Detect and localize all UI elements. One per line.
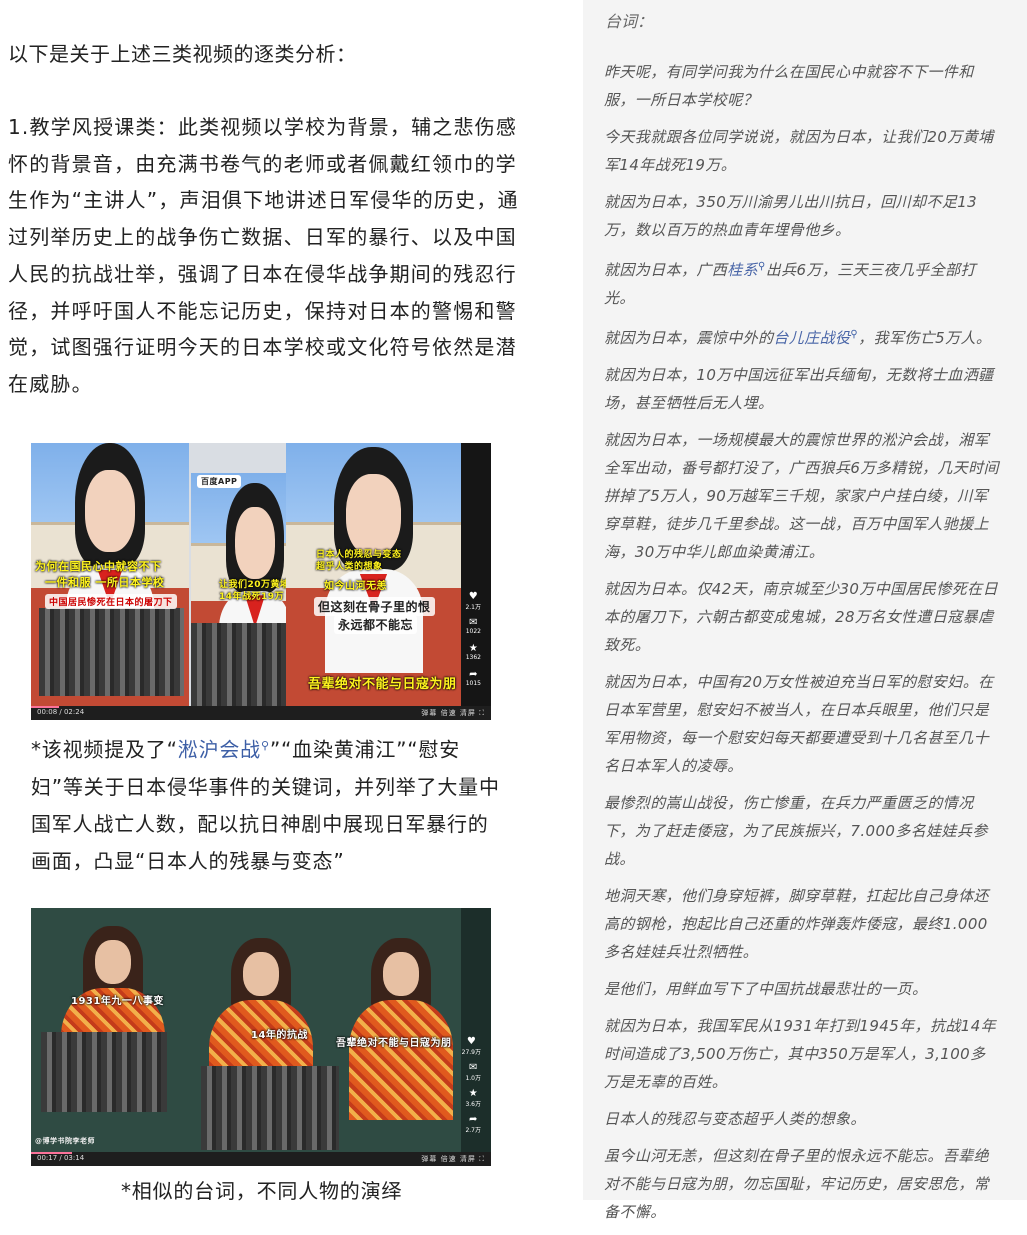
keyword-link[interactable]: 淞沪会战 [177, 737, 261, 762]
script-line: 就因为日本，10万中国远征军出兵缅甸，无数将士血洒疆场，甚至牺牲后无人埋。 [604, 366, 994, 412]
subtitle: 中国居民惨死在日本的屠刀下 [45, 594, 177, 609]
archive-photo [39, 608, 184, 696]
video-caption-1: *该视频提及了“淞沪会战⚲”“血染黄浦江”“慰安妇”等关于日本侵华事件的关键词，… [31, 737, 500, 873]
player-controls[interactable]: 00:17 / 03:14 弹幕 倍速 清屏 ⛶ [31, 1152, 491, 1166]
player-controls[interactable]: 00:08 / 02:24 弹幕 倍速 清屏 ⛶ [31, 706, 491, 720]
subtitle: 一件和服 一所日本学校 [45, 576, 165, 589]
subtitle: 14年的抗战 [251, 1030, 308, 1041]
subtitle: 日本人的残忍与变态 [316, 550, 402, 560]
script-line: 就因为日本，中国有20万女性被迫充当日军的慰安妇。在日本军营里，慰安妇不被当人，… [604, 673, 994, 775]
app-badge: 百度APP [197, 475, 242, 488]
analysis-column: 以下是关于上述三类视频的逐类分析： 1.教学风授课类：此类视频以学校为背景，辅之… [8, 42, 519, 1203]
archive-photo [201, 1066, 339, 1150]
playback-time: 00:17 / 03:14 [37, 1154, 85, 1162]
script-lines: 昨天呢，有同学问我为什么在国民心中就容不下一件和服，一所日本学校呢？ 今天我就跟… [604, 58, 999, 1235]
action-rail: ♥ 2.1万 ✉ 1022 ★ 1362 ➦ 1015 [461, 443, 491, 706]
video-caption-2: *相似的台词，不同人物的演绎 [121, 1179, 403, 1203]
magnifier-icon[interactable]: ⚲ [758, 261, 766, 272]
video-screenshot-1[interactable]: 为何在国民心中就容不下 一件和服 一所日本学校 中国居民惨死在日本的屠刀下 让我… [31, 443, 491, 720]
subtitle: 永远都不能忘 [334, 615, 418, 634]
teacher-figure [341, 938, 461, 1120]
like-icon[interactable]: ♥ 2.1万 [465, 591, 481, 611]
script-panel: 台词： 昨天呢，有同学问我为什么在国民心中就容不下一件和服，一所日本学校呢？ 今… [583, 0, 1027, 1221]
script-line: 就因为日本，我国军民从1931年打到1945年，抗战14年时间造成了3,500万… [604, 1017, 997, 1091]
script-line: 就因为日本，350万川渝男儿出川抗日，回川却不足13万，数以百万的热血青年埋骨他… [604, 193, 978, 239]
intro-heading: 以下是关于上述三类视频的逐类分析： [8, 42, 357, 66]
share-icon[interactable]: ➦ 1015 [465, 669, 481, 687]
favorite-icon[interactable]: ★ 3.6万 [465, 1088, 481, 1108]
script-line: 昨天呢，有同学问我为什么在国民心中就容不下一件和服，一所日本学校呢？ [604, 63, 974, 109]
comment-icon[interactable]: ✉ 1022 [465, 617, 481, 635]
account-name[interactable]: @博学书院李老师 [35, 1137, 95, 1145]
script-line: 就因为日本，震惊中外的台儿庄战役⚲，我军伤亡5万人。 [604, 329, 992, 347]
script-line: 就因为日本。仅42天，南京城至少30万中国居民惨死在日本的屠刀下，六朝古都变成鬼… [604, 580, 998, 654]
script-line: 地洞天寒，他们身穿短裤，脚穿草鞋，扛起比自己身体还高的钢枪，抱起比自己还重的炸弹… [604, 887, 990, 961]
like-icon[interactable]: ♥ 27.9万 [461, 1036, 481, 1056]
control-buttons[interactable]: 弹幕 倍速 清屏 ⛶ [421, 1155, 485, 1163]
script-line: 日本人的残忍与变态超乎人类的想象。 [604, 1110, 866, 1128]
script-line: 是他们，用鲜血写下了中国抗战最悲壮的一页。 [604, 980, 928, 998]
subtitle: 14年战死19万 [219, 592, 285, 602]
subtitle: 为何在国民心中就容不下 [35, 560, 162, 573]
video-frame: 为何在国民心中就容不下 一件和服 一所日本学校 中国居民惨死在日本的屠刀下 [31, 443, 189, 706]
subtitle: 1931年九一八事变 [71, 996, 164, 1007]
subtitle: 如今山河无恙 [324, 581, 387, 592]
archive-photo [41, 1032, 167, 1112]
video-frame: 日本人的残忍与变态 超乎人类的想象 如今山河无恙 但这刻在骨子里的恨 永远都不能… [286, 443, 461, 706]
keyword-link[interactable]: 桂系 [727, 261, 759, 279]
script-heading: 台词： [605, 12, 654, 31]
action-rail: ♥ 27.9万 ✉ 1.0万 ★ 3.6万 ➦ 2.7万 [461, 908, 491, 1152]
subtitle: 超乎人类的想象 [316, 562, 383, 572]
script-line: 就因为日本，广西桂系⚲出兵6万，三天三夜几乎全部打光。 [604, 261, 976, 307]
script-line: 就因为日本，一场规模最大的震惊世界的淞沪会战，湘军全军出动，番号都打没了，广西狼… [604, 431, 999, 561]
keyword-link[interactable]: 台儿庄战役 [773, 329, 851, 347]
script-line: 虽今山河无恙，但这刻在骨子里的恨永远不能忘。吾辈绝对不能与日寇为朋，勿忘国耻，牢… [604, 1147, 990, 1221]
progress-bar[interactable] [31, 706, 59, 708]
magnifier-icon[interactable]: ⚲ [260, 739, 270, 752]
control-buttons[interactable]: 弹幕 倍速 清屏 ⛶ [421, 709, 485, 717]
script-line: 最惨烈的嵩山战役，伤亡惨重，在兵力严重匮乏的情况下，为了赶走倭寇，为了民族振兴，… [604, 794, 988, 868]
favorite-icon[interactable]: ★ 1362 [465, 643, 481, 661]
script-line: 今天我就跟各位同学说说，就因为日本，让我们20万黄埔军14年战死19万。 [604, 128, 994, 174]
subtitle: 吾辈绝对不能与日寇为朋 [336, 1038, 452, 1049]
playback-time: 00:08 / 02:24 [37, 708, 85, 716]
subtitle: 吾辈绝对不能与日寇为朋 [308, 677, 457, 692]
share-icon[interactable]: ➦ 2.7万 [465, 1114, 481, 1134]
magnifier-icon[interactable]: ⚲ [850, 329, 859, 340]
comment-icon[interactable]: ✉ 1.0万 [465, 1062, 481, 1082]
subtitle: 让我们20万黄埔 [219, 580, 290, 590]
progress-bar[interactable] [31, 1152, 73, 1154]
analysis-paragraph: 1.教学风授课类：此类视频以学校为背景，辅之悲伤感怀的背景音，由充满书卷气的老师… [8, 115, 519, 396]
video-screenshot-2[interactable]: 1931年九一八事变 14年的抗战 吾辈绝对不能与日寇为朋 ♥ 27.9万 ✉ 1.… [31, 908, 491, 1166]
subtitle: 但这刻在骨子里的恨 [314, 597, 435, 616]
